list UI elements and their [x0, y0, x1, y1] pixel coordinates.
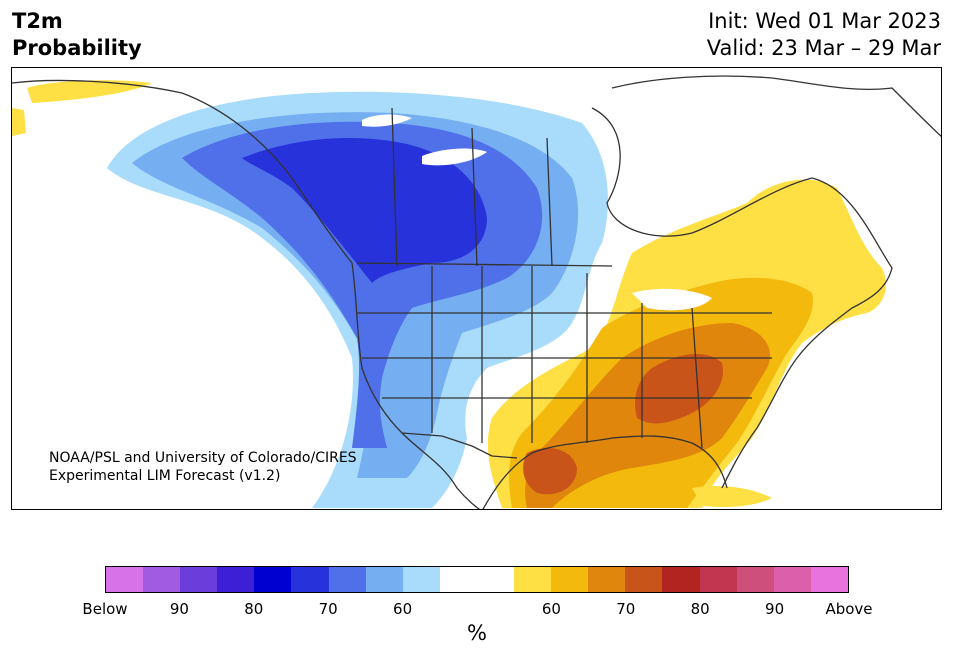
probability-colorbar [105, 566, 849, 593]
colorbar-swatch [736, 567, 774, 592]
variable-name: T2m [12, 9, 63, 33]
colorbar-tick-label: 70 [616, 600, 636, 618]
colorbar-swatch [588, 567, 626, 592]
colorbar-swatch [439, 567, 477, 592]
warm-90-region [635, 353, 723, 424]
province-line-1 [391, 107, 398, 267]
great-lakes [632, 288, 712, 311]
colorbar-tick-label: 70 [318, 600, 338, 618]
great-bear-lake [422, 148, 487, 166]
colorbar-unit: % [467, 621, 487, 645]
colorbar-swatch [476, 567, 515, 592]
colorbar-swatch [106, 567, 144, 592]
arctic-islands [611, 75, 941, 138]
credit-line-2: Experimental LIM Forecast (v1.2) [49, 468, 281, 484]
colorbar-tick-label: 90 [169, 600, 189, 618]
colorbar-tick-label: 80 [690, 600, 710, 618]
colorbar-tick-label: 80 [244, 600, 264, 618]
warm-cuba-region [692, 486, 772, 508]
colorbar-swatch [328, 567, 366, 592]
colorbar-swatch [254, 567, 292, 592]
colorbar-swatch [699, 567, 737, 592]
colorbar-tick-label: 60 [541, 600, 561, 618]
colorbar-swatch [402, 567, 440, 592]
variable-subtitle: Probability [12, 36, 142, 60]
colorbar-tick-label: 90 [765, 600, 785, 618]
colorbar-swatch [773, 567, 811, 592]
province-line-2 [471, 127, 478, 267]
warm-west-edge [12, 108, 26, 136]
colorbar-swatch [180, 567, 218, 592]
colorbar-tick-label: 60 [393, 600, 413, 618]
cold-80-region [242, 138, 487, 283]
colorbar-swatch [365, 567, 403, 592]
colorbar-swatch [810, 567, 848, 592]
colorbar-swatch [291, 567, 329, 592]
gulf-coastline [482, 435, 728, 509]
probability-map [12, 75, 941, 509]
colorbar-swatch [514, 567, 552, 592]
colorbar-swatch [217, 567, 255, 592]
forecast-dates: Init: Wed 01 Mar 2023 Valid: 23 Mar – 29… [707, 8, 941, 62]
colorbar-tick-label: Above [825, 600, 873, 618]
province-line-3 [546, 137, 553, 267]
west-coastline [12, 79, 481, 509]
map-panel [11, 67, 942, 510]
colorbar-swatch [662, 567, 700, 592]
colorbar-swatch [143, 567, 181, 592]
valid-date: Valid: 23 Mar – 29 Mar [706, 36, 941, 60]
colorbar-swatch [551, 567, 589, 592]
state-line-6 [691, 307, 703, 449]
colorbar-swatch [625, 567, 663, 592]
us-canada-border [356, 262, 613, 267]
init-date: Init: Wed 01 Mar 2023 [708, 9, 941, 33]
us-mexico-border [401, 432, 518, 459]
warm-texas-region [523, 448, 577, 495]
great-slave-lake [362, 114, 412, 127]
credit-line-1: NOAA/PSL and University of Colorado/CIRE… [49, 450, 357, 466]
warm-northwest-strip [27, 80, 152, 103]
map-title: T2m Probability [12, 8, 142, 62]
east-coastline [591, 107, 893, 489]
colorbar-tick-label: Below [82, 600, 128, 618]
data-credit: NOAA/PSL and University of Colorado/CIRE… [49, 449, 357, 485]
